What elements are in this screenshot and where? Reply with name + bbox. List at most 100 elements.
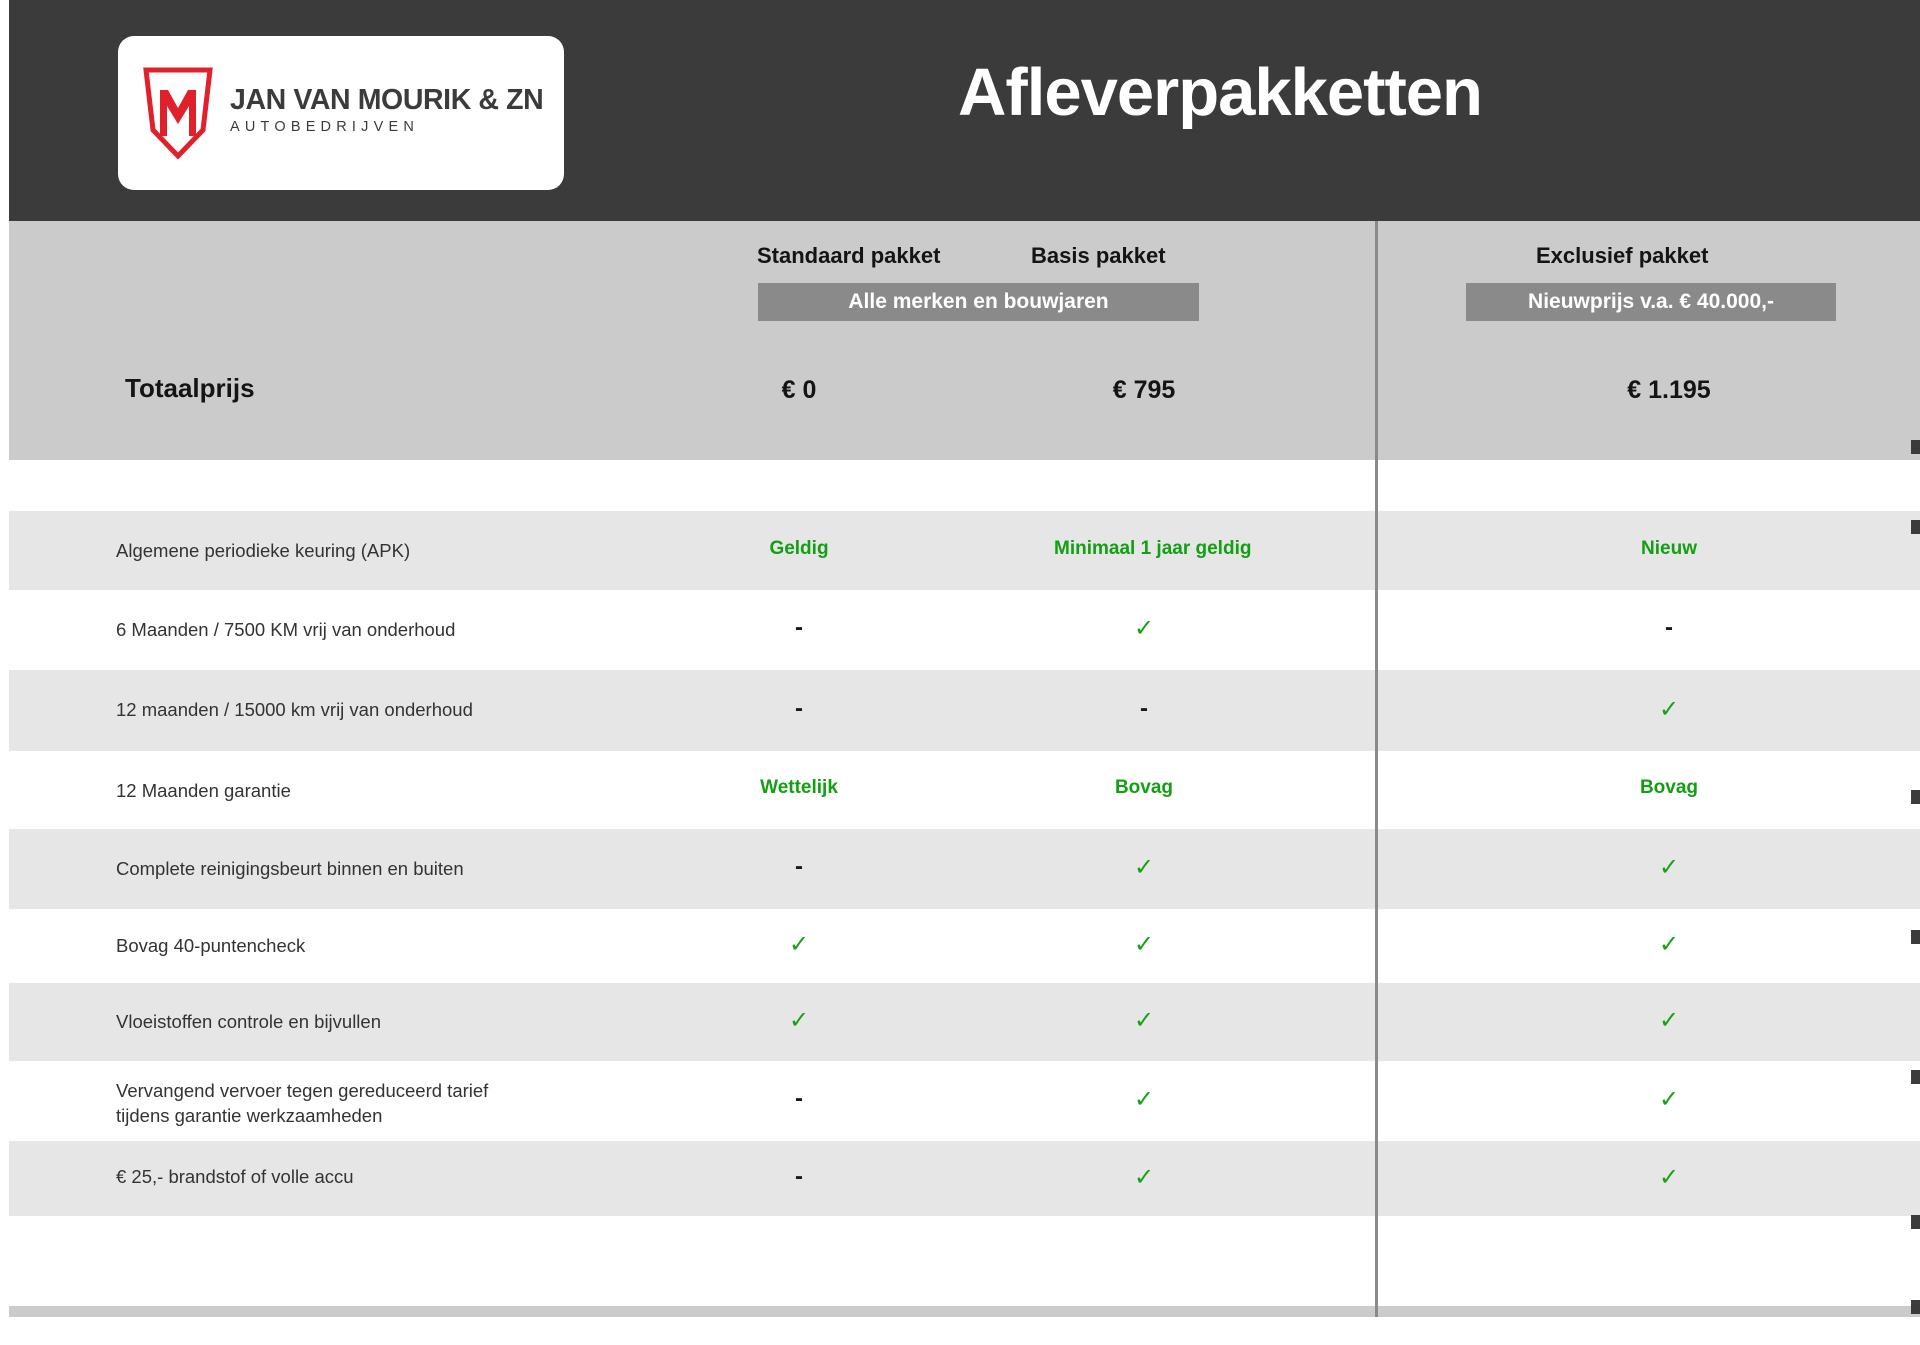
cell-exclusief-row-8: ✓	[1559, 1163, 1779, 1192]
header-spacer-band	[9, 460, 1920, 511]
dash-icon: -	[795, 853, 803, 880]
cell-basis-row-8: ✓	[1054, 1163, 1234, 1192]
page-header: JAN VAN MOURIK & ZN AUTOBEDRIJVEN Afleve…	[0, 0, 1920, 221]
cell-basis-row-7: ✓	[1054, 1085, 1234, 1114]
price-exclusief: € 1.195	[1627, 376, 1711, 404]
cell-standaard-row-1: -	[709, 614, 889, 642]
table-row: € 25,- brandstof of volle accu - ✓ ✓	[9, 1141, 1920, 1216]
check-icon: ✓	[1133, 931, 1155, 958]
cell-standaard-row-3: Wettelijk	[709, 777, 889, 799]
value-text: Bovag	[1114, 777, 1174, 798]
table-bottom-final	[9, 1317, 1920, 1345]
feature-label: € 25,- brandstof of volle accu	[116, 1166, 354, 1187]
column-title-exclusief: Exclusief pakket	[1536, 243, 1709, 268]
cell-standaard-row-7: -	[709, 1085, 889, 1113]
check-icon: ✓	[1658, 695, 1680, 723]
table-row: Vervangend vervoer tegen gereduceerd tar…	[9, 1061, 1920, 1141]
exclusief-column-divider	[1375, 221, 1378, 1317]
check-icon: ✓	[1133, 1163, 1155, 1191]
logo-text-block: JAN VAN MOURIK & ZN AUTOBEDRIJVEN	[230, 84, 544, 139]
packages-comparison-table: Standaard pakket Basis pakket Exclusief …	[0, 221, 1920, 1345]
dash-icon: -	[795, 614, 803, 641]
right-edge-notch-6	[1911, 1215, 1920, 1229]
dash-icon: -	[795, 694, 803, 722]
check-icon: ✓	[1133, 1086, 1155, 1113]
table-row: Complete reinigingsbeurt binnen en buite…	[9, 829, 1920, 909]
table-header-band: Standaard pakket Basis pakket Exclusief …	[9, 221, 1920, 460]
cell-basis-row-3: Bovag	[1054, 777, 1234, 799]
cell-exclusief-row-3: Bovag	[1559, 777, 1779, 799]
dash-icon: -	[795, 1162, 803, 1190]
right-edge-notch-3	[1911, 790, 1920, 804]
table-left-margin	[0, 221, 9, 1345]
column-title-standaard: Standaard pakket	[757, 243, 941, 268]
cell-exclusief-row-6: ✓	[1559, 1006, 1779, 1035]
feature-label: Complete reinigingsbeurt binnen en buite…	[116, 858, 464, 879]
table-row: Bovag 40-puntencheck ✓ ✓ ✓	[9, 909, 1920, 983]
table-row: 12 Maanden garantie Wettelijk Bovag Bovag	[9, 751, 1920, 829]
feature-label: 12 maanden / 15000 km vrij van onderhoud	[116, 699, 473, 720]
table-bottom-strip	[9, 1306, 1920, 1317]
right-edge-notch-7	[1911, 1300, 1920, 1314]
cell-basis-row-5: ✓	[1054, 930, 1234, 959]
check-icon: ✓	[788, 1007, 810, 1034]
table-row: Vloeistoffen controle en bijvullen ✓ ✓ ✓	[9, 983, 1920, 1061]
logo-company-name: JAN VAN MOURIK & ZN	[230, 84, 544, 117]
cell-basis-row-0: Minimaal 1 jaar geldig	[1054, 538, 1251, 560]
price-standaard: € 0	[781, 376, 817, 404]
logo-company-subtitle: AUTOBEDRIJVEN	[230, 119, 419, 136]
check-icon: ✓	[1133, 615, 1155, 642]
cell-basis-row-6: ✓	[1054, 1006, 1234, 1035]
totaalprijs-label: Totaalprijs	[125, 373, 255, 403]
check-icon: ✓	[1658, 1007, 1680, 1034]
cell-standaard-row-0: Geldig	[709, 538, 889, 560]
badge-alle-merken: Alle merken en bouwjaren	[758, 283, 1199, 321]
cell-standaard-row-4: -	[709, 853, 889, 881]
column-title-basis: Basis pakket	[1031, 243, 1166, 268]
table-bottom-spacer	[9, 1256, 1920, 1306]
cell-exclusief-row-5: ✓	[1559, 930, 1779, 959]
right-edge-notch-2	[1911, 520, 1920, 534]
check-icon: ✓	[1658, 854, 1680, 881]
value-text: Wettelijk	[760, 777, 838, 798]
value-text: Bovag	[1639, 777, 1699, 798]
dash-icon: -	[795, 1085, 803, 1112]
feature-label: Vervangend vervoer tegen gereduceerd tar…	[116, 1080, 489, 1126]
company-logo-card: JAN VAN MOURIK & ZN AUTOBEDRIJVEN	[118, 36, 564, 190]
right-edge-notch-4	[1911, 930, 1920, 944]
dash-icon: -	[1140, 694, 1148, 722]
table-row: Algemene periodieke keuring (APK) Geldig M…	[9, 511, 1920, 590]
cell-standaard-row-8: -	[709, 1163, 889, 1191]
cell-basis-row-1: ✓	[1054, 614, 1234, 643]
cell-standaard-row-6: ✓	[709, 1006, 889, 1035]
cell-exclusief-row-2: ✓	[1559, 695, 1779, 724]
check-icon: ✓	[1133, 1007, 1155, 1034]
header-left-margin	[0, 0, 9, 221]
cell-basis-row-4: ✓	[1054, 853, 1234, 882]
right-edge-notch-1	[1911, 440, 1920, 454]
right-edge-notch-5	[1911, 1070, 1920, 1084]
feature-label: 12 Maanden garantie	[116, 780, 291, 801]
cell-basis-row-2: -	[1054, 695, 1234, 723]
page-title: Afleverpakketten	[958, 55, 1483, 130]
dash-icon: -	[1665, 614, 1673, 641]
check-icon: ✓	[1658, 1086, 1680, 1113]
table-row: 12 maanden / 15000 km vrij van onderhoud…	[9, 670, 1920, 751]
check-icon: ✓	[1133, 854, 1155, 881]
value-text: Nieuw	[1641, 537, 1697, 559]
feature-label: Vloeistoffen controle en bijvullen	[116, 1011, 381, 1032]
cell-exclusief-row-7: ✓	[1559, 1085, 1779, 1114]
check-icon: ✓	[1658, 1163, 1680, 1191]
value-text: Geldig	[769, 537, 829, 559]
feature-label: 6 Maanden / 7500 KM vrij van onderhoud	[116, 619, 456, 640]
feature-label: Algemene periodieke keuring (APK)	[116, 540, 411, 561]
cell-standaard-row-5: ✓	[709, 930, 889, 959]
cell-standaard-row-2: -	[709, 695, 889, 723]
badge-nieuwprijs: Nieuwprijs v.a. € 40.000,-	[1466, 283, 1836, 321]
value-text: Minimaal 1 jaar geldig	[1054, 537, 1252, 559]
feature-label: Bovag 40-puntencheck	[116, 935, 306, 956]
cell-exclusief-row-1: -	[1559, 614, 1779, 642]
table-row: 6 Maanden / 7500 KM vrij van onderhoud - ✓…	[9, 590, 1920, 670]
shield-m-logo-icon	[143, 67, 213, 160]
